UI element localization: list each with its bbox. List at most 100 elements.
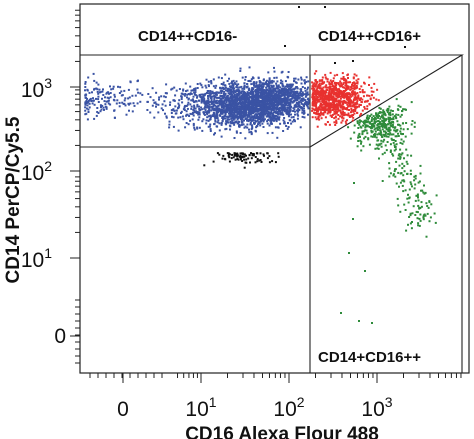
cd14-high-cd16-neg-event	[301, 107, 304, 110]
cd14-high-cd16-pos-event	[324, 96, 327, 99]
cd14-high-cd16-neg-event	[281, 104, 284, 107]
cd14-high-cd16-pos-event	[363, 100, 366, 103]
cd14-cd16-high-event	[362, 130, 365, 133]
cd14-high-cd16-neg-event	[187, 123, 190, 126]
cd14-high-cd16-neg-event	[300, 93, 303, 95]
cd14-high-cd16-pos-event	[321, 87, 324, 90]
ungated-event	[237, 158, 240, 161]
cd14-cd16-high-event	[380, 139, 383, 142]
cd14-high-cd16-pos-event	[331, 96, 334, 98]
cd14-high-cd16-neg-event	[215, 91, 217, 94]
cd14-high-cd16-neg-event	[266, 115, 268, 118]
ungated-event	[218, 153, 221, 156]
cd14-cd16-high-event	[404, 189, 407, 192]
cd14-high-cd16-pos-event	[349, 94, 352, 97]
cd14-high-cd16-neg-event	[232, 85, 235, 88]
cd14-high-cd16-neg-event	[279, 94, 282, 97]
cd14-high-cd16-pos-event	[356, 81, 359, 84]
cd14-high-cd16-neg-event	[274, 118, 277, 121]
cd14-high-cd16-neg-event	[109, 103, 112, 106]
cd14-high-cd16-neg-event	[229, 128, 231, 131]
cd14-high-cd16-neg-event	[109, 85, 111, 88]
cd14-high-cd16-neg-event	[225, 97, 228, 100]
cd14-high-cd16-neg-event	[287, 102, 290, 104]
cd14-high-cd16-neg-event	[255, 81, 258, 84]
cd14-high-cd16-pos-event	[314, 101, 317, 104]
cd14-high-cd16-neg-event	[306, 92, 309, 95]
cd14-high-cd16-neg-event	[237, 110, 240, 113]
cd14-cd16-high-event	[397, 108, 400, 111]
cd14-cd16-high-event	[393, 170, 396, 173]
cd14-cd16-high-event	[416, 195, 419, 197]
cd14-cd16-high-event	[353, 124, 356, 127]
cd14-high-cd16-neg-event	[266, 132, 269, 135]
cd14-high-cd16-neg-event	[207, 100, 210, 103]
cd14-cd16-high-event	[377, 120, 380, 122]
cd14-high-cd16-neg-event	[267, 90, 270, 93]
cd14-high-cd16-pos-event	[331, 88, 334, 91]
cd14-high-cd16-neg-event	[120, 94, 123, 97]
cd14-high-cd16-neg-event	[96, 90, 99, 93]
cd14-high-cd16-pos-event	[311, 96, 314, 99]
cd14-high-cd16-neg-event	[196, 103, 199, 106]
ungated-event	[230, 157, 233, 160]
cd14-high-cd16-neg-event	[221, 100, 223, 103]
cd14-high-cd16-neg-event	[88, 102, 91, 105]
cd14-high-cd16-pos-event	[326, 78, 329, 81]
cd14-high-cd16-neg-event	[236, 118, 239, 121]
cd14-cd16-high-event	[410, 183, 413, 186]
cd14-high-cd16-neg-event	[307, 86, 309, 89]
cd14-high-cd16-pos-event	[338, 91, 341, 94]
cd14-cd16-high-event	[372, 115, 375, 118]
cd14-high-cd16-neg-event	[277, 94, 280, 97]
cd14-cd16-high-event	[410, 154, 413, 157]
cd14-cd16-high-event	[409, 212, 412, 215]
ungated-event	[248, 154, 251, 157]
cd14-high-cd16-neg-event	[249, 113, 252, 116]
cd14-high-cd16-neg-event	[161, 103, 164, 106]
cd14-high-cd16-neg-event	[276, 87, 279, 90]
cd14-cd16-high-event	[409, 222, 412, 225]
cd14-high-cd16-neg-event	[98, 91, 101, 94]
cd14-high-cd16-pos-event	[311, 81, 314, 84]
cd14-high-cd16-neg-event	[247, 80, 250, 82]
cd14-high-cd16-neg-event	[186, 93, 189, 96]
cd14-cd16-high-event	[381, 180, 384, 182]
cd14-high-cd16-neg-event	[225, 115, 228, 118]
cd14-high-cd16-pos-event	[332, 88, 335, 91]
cd14-high-cd16-neg-event	[210, 80, 213, 82]
cd14-high-cd16-pos-event	[355, 101, 358, 104]
cd14-high-cd16-neg-event	[196, 112, 199, 115]
cd14-cd16-high-event	[368, 125, 371, 128]
cd14-high-cd16-neg-event	[274, 126, 277, 129]
cd14-high-cd16-neg-event	[170, 88, 173, 91]
cd14-high-cd16-neg-event	[192, 109, 195, 111]
cd14-high-cd16-neg-event	[157, 103, 160, 106]
cd14-high-cd16-neg-event	[256, 100, 258, 103]
cd14-high-cd16-neg-event	[287, 71, 290, 73]
cd14-high-cd16-neg-event	[273, 98, 276, 101]
cd14-high-cd16-neg-event	[269, 111, 272, 114]
cd14-high-cd16-pos-event	[314, 92, 317, 95]
cd14-high-cd16-neg-event	[190, 107, 193, 110]
cd14-high-cd16-neg-event	[233, 123, 236, 126]
cd14-high-cd16-neg-event	[221, 120, 224, 123]
cd14-high-cd16-neg-event	[243, 82, 246, 85]
cd14-high-cd16-neg-event	[294, 90, 297, 93]
cd14-high-cd16-neg-event	[240, 107, 243, 110]
cd14-cd16-high-event	[374, 117, 377, 120]
cd14-cd16-high-event	[395, 143, 398, 146]
cd14-cd16-high-event	[391, 113, 394, 116]
cd14-cd16-high-event	[426, 205, 429, 207]
cd14-high-cd16-pos-event	[329, 86, 332, 89]
cd14-high-cd16-neg-event	[234, 83, 237, 86]
cd14-high-cd16-pos-event	[338, 104, 340, 107]
cd14-high-cd16-neg-event	[149, 111, 152, 114]
cd14-cd16-high-event	[419, 213, 422, 216]
cd14-high-cd16-pos-event	[359, 91, 362, 94]
cd14-high-cd16-neg-event	[280, 107, 283, 110]
cd14-high-cd16-neg-event	[246, 116, 249, 118]
cd14-high-cd16-neg-event	[283, 101, 286, 104]
cd14-high-cd16-neg-event	[206, 111, 209, 114]
cd14-cd16-high-event	[399, 115, 402, 118]
